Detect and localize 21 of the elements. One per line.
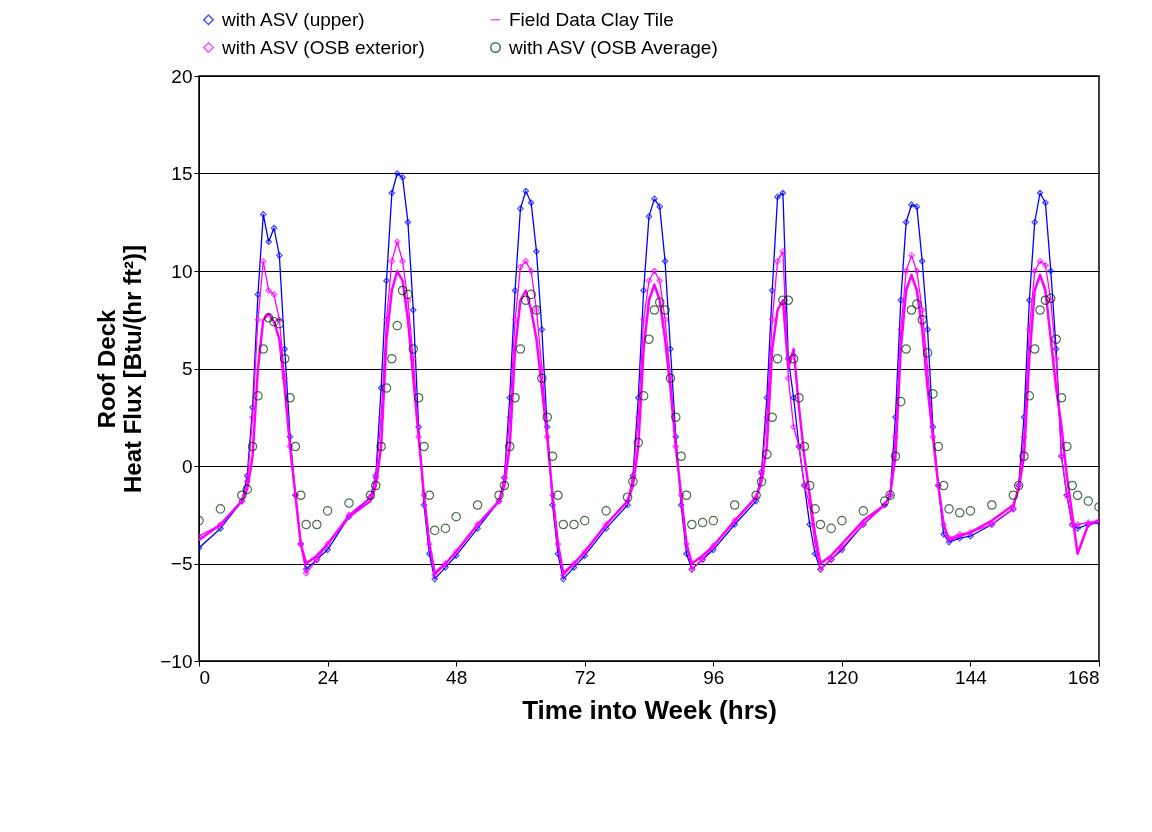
x-tick-label: 48: [446, 666, 468, 688]
legend-label: with ASV (OSB Average): [508, 36, 718, 58]
y-tick-label: 10: [171, 260, 193, 282]
y-tick-label: 20: [171, 65, 193, 87]
y-tick-label: −5: [170, 553, 193, 574]
x-axis-title: Time into Week (hrs): [522, 694, 777, 725]
x-tick-label: 96: [703, 666, 725, 688]
y-tick-label: 15: [171, 163, 193, 184]
y-tick-label: 5: [181, 358, 193, 379]
x-tick-label: 72: [574, 666, 596, 688]
legend-label: Field Data Clay Tile: [509, 8, 674, 30]
x-tick-label: 168: [1067, 666, 1100, 688]
legend-label: with ASV (OSB exterior): [221, 36, 425, 58]
y-tick-label: 0: [181, 455, 193, 477]
x-tick-label: 0: [199, 666, 211, 688]
x-tick-label: 144: [955, 666, 988, 688]
legend-label: with ASV (upper): [221, 8, 365, 30]
x-tick-label: 24: [317, 666, 340, 688]
x-tick-label: 120: [826, 666, 859, 688]
y-axis-title: Roof Deck Heat Flux [Btu/(hr ft²)]: [93, 245, 147, 493]
y-tick-label: −10: [160, 650, 193, 672]
